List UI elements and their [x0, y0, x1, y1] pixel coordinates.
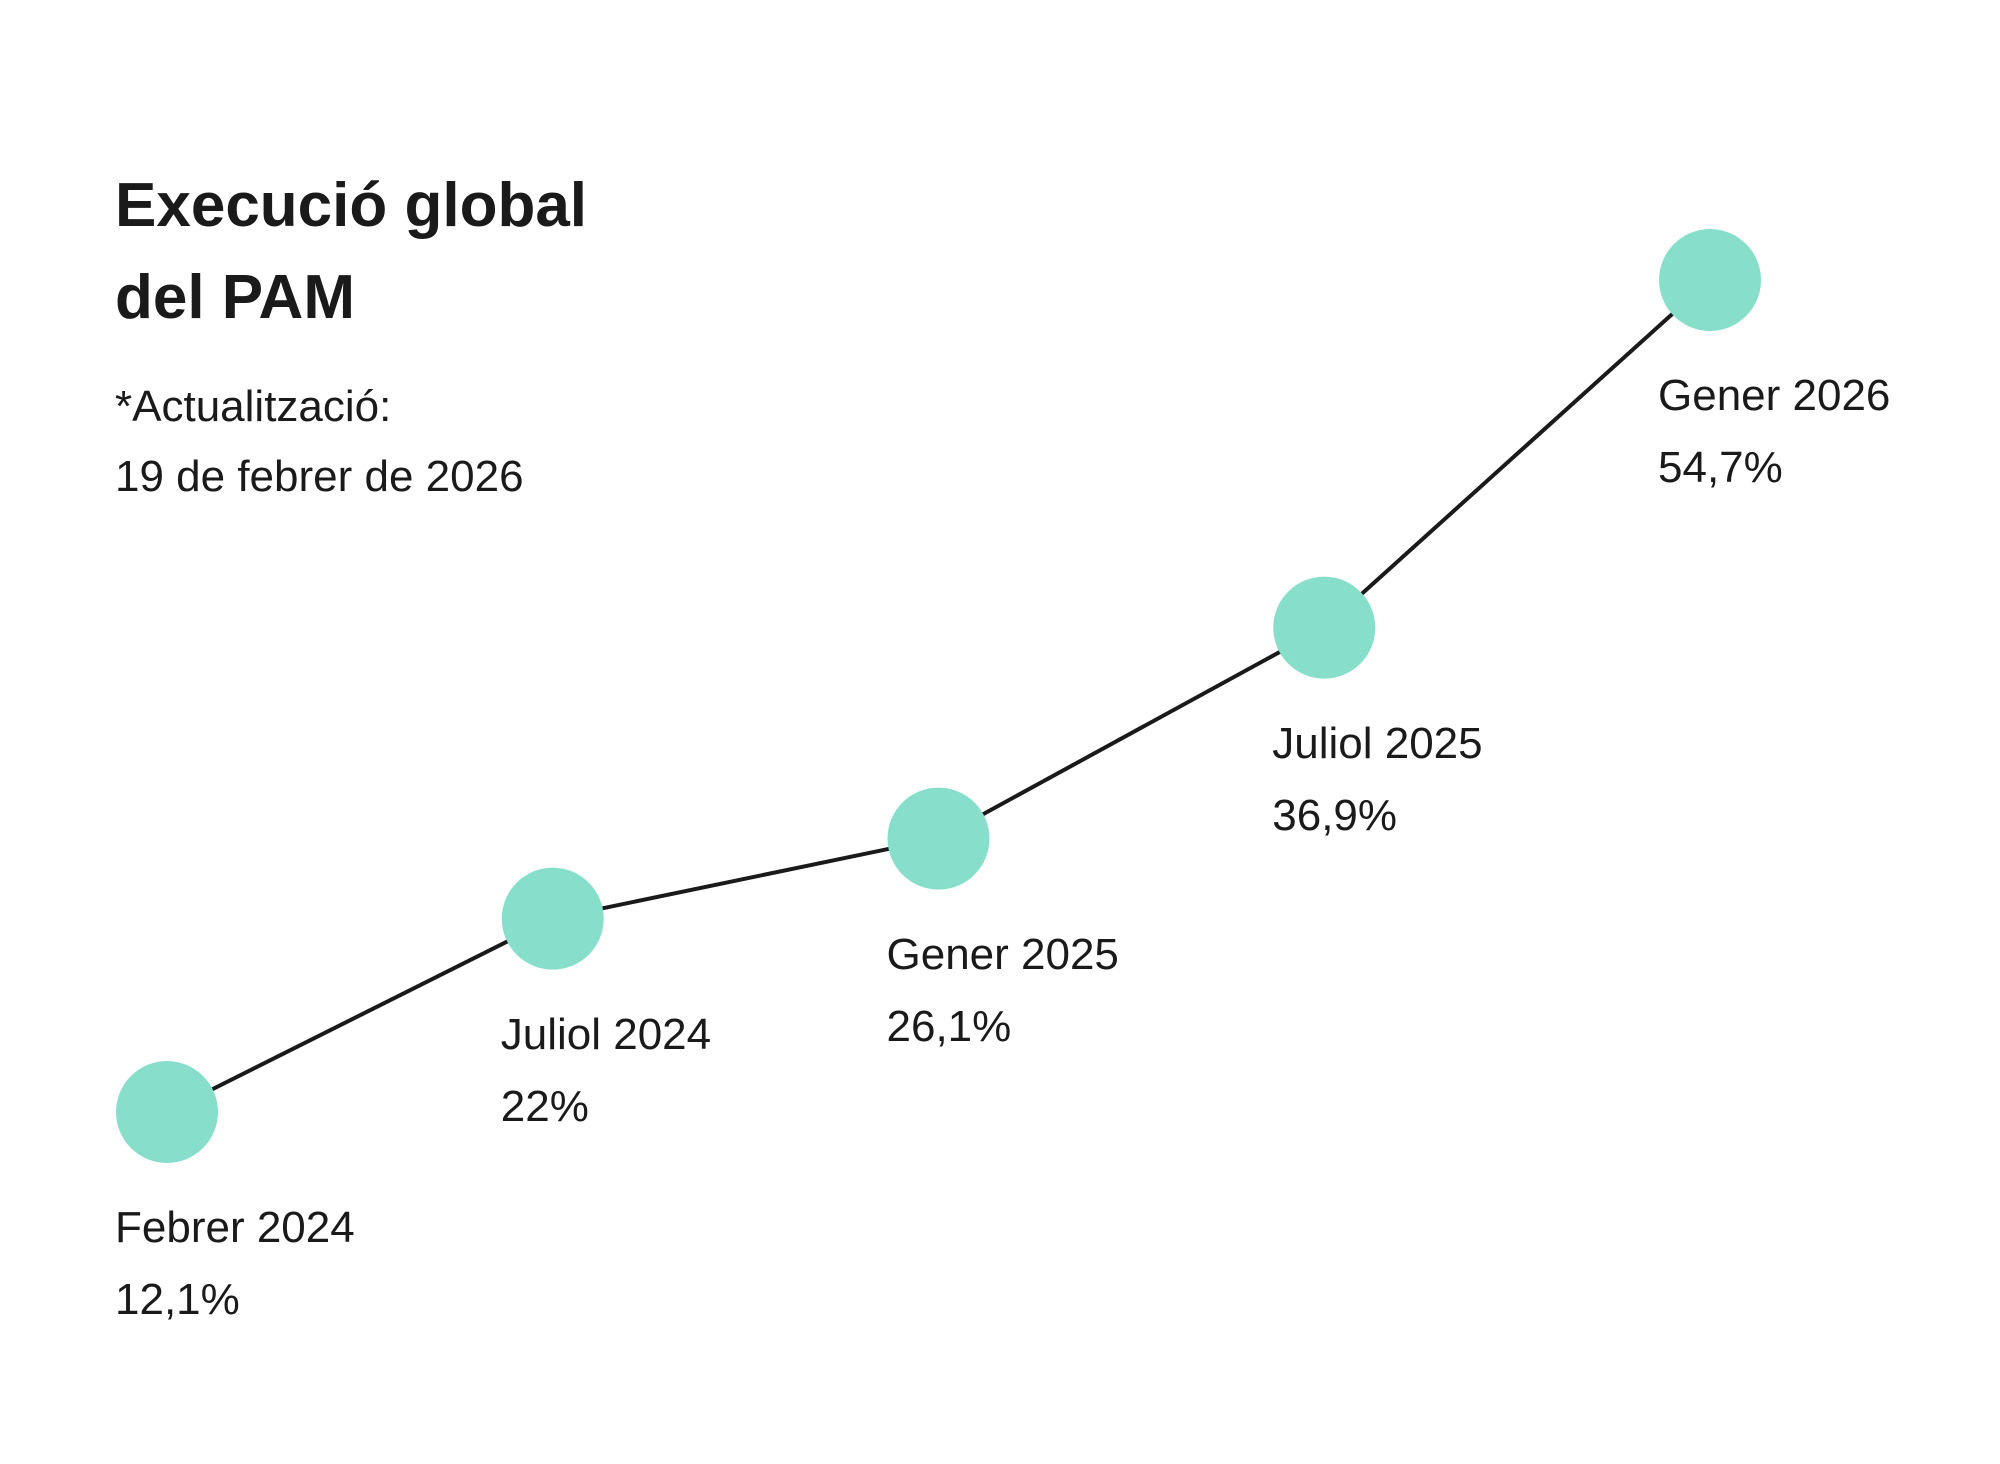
line-segment-4 [1322, 278, 1712, 630]
point-label-3: Gener 2025 26,1% [887, 919, 1119, 1063]
value-label: 26,1% [886, 1001, 1012, 1051]
data-point-2 [501, 867, 604, 970]
category-label: Gener 2025 [886, 929, 1119, 979]
chart-title-line-2: del PAM [115, 263, 355, 332]
point-label-2: Juliol 2024 22% [501, 999, 711, 1143]
value-label: 54,7% [1658, 443, 1783, 492]
value-label: 36,9% [1272, 790, 1398, 840]
chart-title-line-1: Execució global [115, 171, 588, 240]
category-label: Juliol 2024 [500, 1009, 712, 1059]
chart-title: Execució global del PAM [115, 160, 587, 344]
chart-subtitle: *Actualització: 19 de febrer de 2026 [115, 372, 524, 512]
data-point-5 [1659, 229, 1761, 331]
value-label: 22% [500, 1081, 589, 1131]
category-label: Febrer 2024 [115, 1203, 355, 1252]
point-label-5: Gener 2026 54,7% [1658, 360, 1890, 504]
category-label: Juliol 2025 [1272, 718, 1483, 768]
value-label: 12,1% [115, 1275, 240, 1324]
line-segment-1 [166, 916, 554, 1114]
point-label-4: Juliol 2025 36,9% [1272, 708, 1482, 852]
data-point-4 [1273, 576, 1376, 679]
line-segment-3 [937, 625, 1326, 841]
line-segment-2 [552, 836, 939, 921]
update-label: *Actualització: [115, 382, 392, 431]
point-label-1: Febrer 2024 12,1% [115, 1192, 355, 1336]
data-point-1 [116, 1061, 218, 1163]
data-point-3 [887, 787, 990, 890]
update-date: 19 de febrer de 2026 [115, 452, 524, 501]
category-label: Gener 2026 [1658, 371, 1891, 420]
